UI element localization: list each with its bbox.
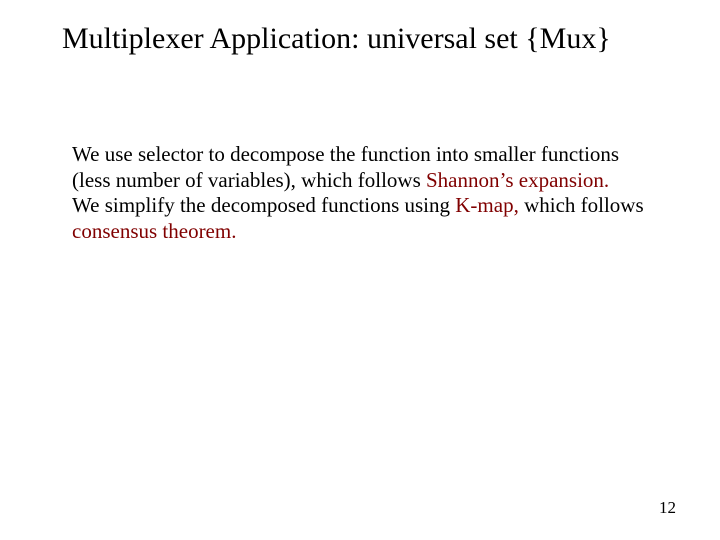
slide-title: Multiplexer Application: universal set {… xyxy=(62,22,680,57)
slide: Multiplexer Application: universal set {… xyxy=(0,0,720,540)
highlight-consensus: consensus theorem. xyxy=(72,219,236,243)
page-number: 12 xyxy=(659,498,676,518)
highlight-shannon: Shannon’s expansion. xyxy=(426,168,609,192)
body-text-2b: which follows xyxy=(519,193,644,217)
body-text-2a: We simplify the decomposed functions usi… xyxy=(72,193,455,217)
slide-body: We use selector to decompose the functio… xyxy=(72,142,648,244)
highlight-kmap: K-map, xyxy=(455,193,519,217)
